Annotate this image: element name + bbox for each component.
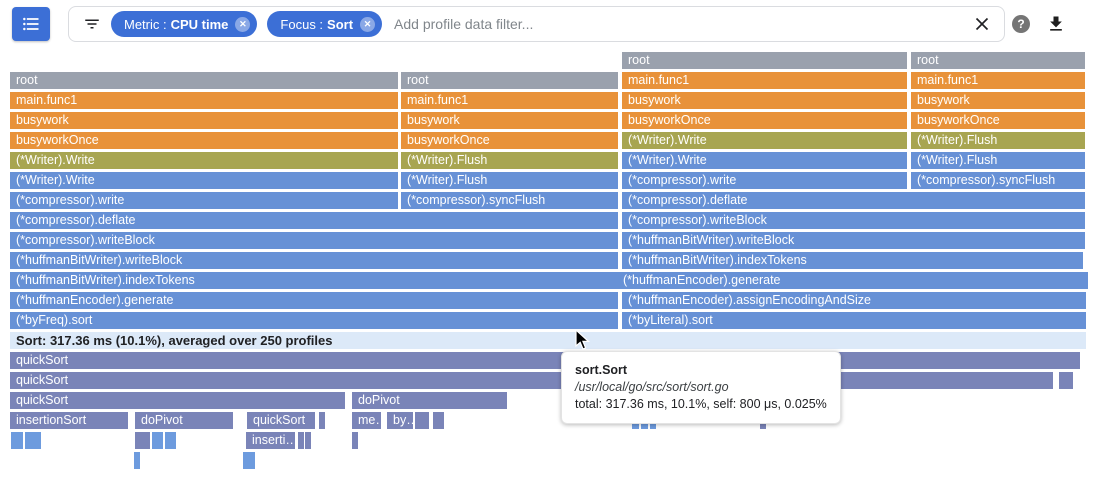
flame-frame[interactable]: (*compressor).deflate [10,212,618,229]
flame-frame[interactable]: quickSort [10,392,345,409]
view-options-button[interactable] [12,7,50,41]
flame-frame[interactable]: busyworkOnce [911,112,1085,129]
flame-frame[interactable]: me… [352,412,381,429]
flame-frame-fragment[interactable] [1059,372,1073,389]
flame-frame[interactable]: root [622,52,907,69]
flame-frame[interactable]: (*Writer).Flush [911,132,1085,149]
flame-frame[interactable]: root [401,72,618,89]
toolbar: Metric :CPU time ✕ Focus :Sort ✕ ? [0,0,1096,48]
flame-frame[interactable]: (*compressor).write [10,192,398,209]
chip-focus-prefix: Focus : [280,16,324,32]
flame-frame[interactable]: main.func1 [622,72,907,89]
flame-frame[interactable]: (*Writer).Write [10,152,398,169]
flame-frame[interactable]: (*compressor).deflate [622,192,1085,209]
flame-frame-fragment[interactable] [319,412,325,429]
help-icon[interactable]: ? [1012,15,1030,33]
flame-frame-fragment[interactable] [438,412,444,429]
flame-frame[interactable]: inserti… [246,432,295,449]
flame-frame[interactable]: quickSort [10,352,1080,369]
tooltip-source-path: /usr/local/go/src/sort/sort.go [575,380,729,394]
flame-frame[interactable]: root [911,52,1085,69]
flame-frame-fragment[interactable] [415,412,429,429]
flame-frame-fragment[interactable] [243,452,249,469]
flame-frame-fragment[interactable] [11,432,23,449]
flame-frame[interactable]: (*huffmanBitWriter).indexTokens [622,252,1083,269]
chip-metric-prefix: Metric : [124,16,167,32]
flame-frame[interactable]: doPivot [352,392,507,409]
chip-close-icon[interactable]: ✕ [235,16,251,32]
flame-frame[interactable]: (*Writer).Write [10,172,398,189]
flame-frame[interactable]: (*huffmanEncoder).assignEncodingAndSize [622,292,1086,309]
chip-metric-value: CPU time [170,16,229,32]
flame-frame[interactable]: (*Writer).Write [622,132,907,149]
flame-frame[interactable]: main.func1 [911,72,1085,89]
flame-frame[interactable]: busywork [10,112,398,129]
flame-frame[interactable]: insertionSort [10,412,128,429]
flame-frame[interactable]: (*compressor).writeBlock [622,212,1085,229]
flame-frame[interactable]: busyworkOnce [622,112,907,129]
flame-frame[interactable]: busyworkOnce [401,132,618,149]
flame-frame[interactable]: (*compressor).syncFlush [911,172,1085,189]
flame-frame[interactable]: doPivot [135,412,233,429]
flame-frame[interactable]: main.func1 [10,92,398,109]
flame-frame-fragment[interactable] [170,432,176,449]
flame-frame[interactable]: (*Writer).Write [622,152,907,169]
filter-list-icon [83,15,101,33]
flame-frame[interactable]: (*byFreq).sort [10,312,618,329]
flame-frame-fragment[interactable] [25,432,31,449]
download-icon[interactable] [1046,13,1066,40]
flame-frame[interactable]: busywork [401,112,618,129]
flame-frame[interactable]: (*huffmanEncoder).generate [10,292,618,309]
flame-frame[interactable]: busywork [911,92,1085,109]
flame-frame[interactable]: by… [387,412,413,429]
chip-close-icon[interactable]: ✕ [360,16,376,32]
flame-frame[interactable]: quickSort [10,372,1053,389]
flame-frame[interactable]: (*byLiteral).sort [622,312,1086,329]
flame-frame[interactable]: (*huffmanBitWriter).indexTokens [10,272,618,289]
flame-frame-fragment[interactable] [352,432,358,449]
flame-frame[interactable]: (*Writer).Flush [401,172,618,189]
filter-chip-metric[interactable]: Metric : CPU time ✕ [111,11,258,37]
flame-frame-fragment[interactable] [152,432,163,449]
flame-frame[interactable]: quickSort [247,412,315,429]
flame-frame-fragment[interactable] [35,432,41,449]
filter-chip-focus[interactable]: Focus : Sort ✕ [267,11,383,37]
flame-frame[interactable]: (*huffmanEncoder).generate [617,272,1088,289]
clear-filter-icon[interactable] [974,16,990,32]
flame-frame[interactable]: busyworkOnce [10,132,398,149]
tooltip-stats: total: 317.36 ms, 10.1%, self: 800 μs, 0… [575,397,827,411]
flame-frame[interactable]: busywork [622,92,907,109]
filter-bar: Metric : CPU time ✕ Focus : Sort ✕ [68,6,1005,42]
flame-frame-fragment[interactable] [165,432,171,449]
flame-frame[interactable]: main.func1 [401,92,618,109]
flame-frame[interactable]: root [10,72,398,89]
flame-frame-fragment[interactable] [249,452,255,469]
format-list-bulleted-icon [21,14,41,34]
chip-focus-value: Sort [327,16,354,32]
flame-frame-fragment[interactable] [305,432,311,449]
flame-frame[interactable]: (*compressor).syncFlush [401,192,618,209]
flame-frame-fragment[interactable] [135,432,150,449]
focus-row[interactable]: Sort: 317.36 ms (10.1%), averaged over 2… [10,332,1086,349]
filter-input[interactable] [392,15,968,33]
flame-frame[interactable]: (*Writer).Flush [401,152,618,169]
flame-frame[interactable]: (*compressor).write [622,172,907,189]
flame-frame-fragment[interactable] [298,432,304,449]
tooltip: sort.Sort /usr/local/go/src/sort/sort.go… [561,351,841,424]
flame-frame[interactable]: (*Writer).Flush [911,152,1085,169]
flame-frame[interactable]: (*huffmanBitWriter).writeBlock [10,252,618,269]
flame-frame[interactable]: (*huffmanBitWriter).writeBlock [622,232,1085,249]
tooltip-function-name: sort.Sort [575,363,628,377]
flame-frame-fragment[interactable] [433,412,439,429]
flame-frame[interactable]: (*compressor).writeBlock [10,232,618,249]
flame-frame-fragment[interactable] [31,432,37,449]
flame-frame-fragment[interactable] [134,452,140,469]
